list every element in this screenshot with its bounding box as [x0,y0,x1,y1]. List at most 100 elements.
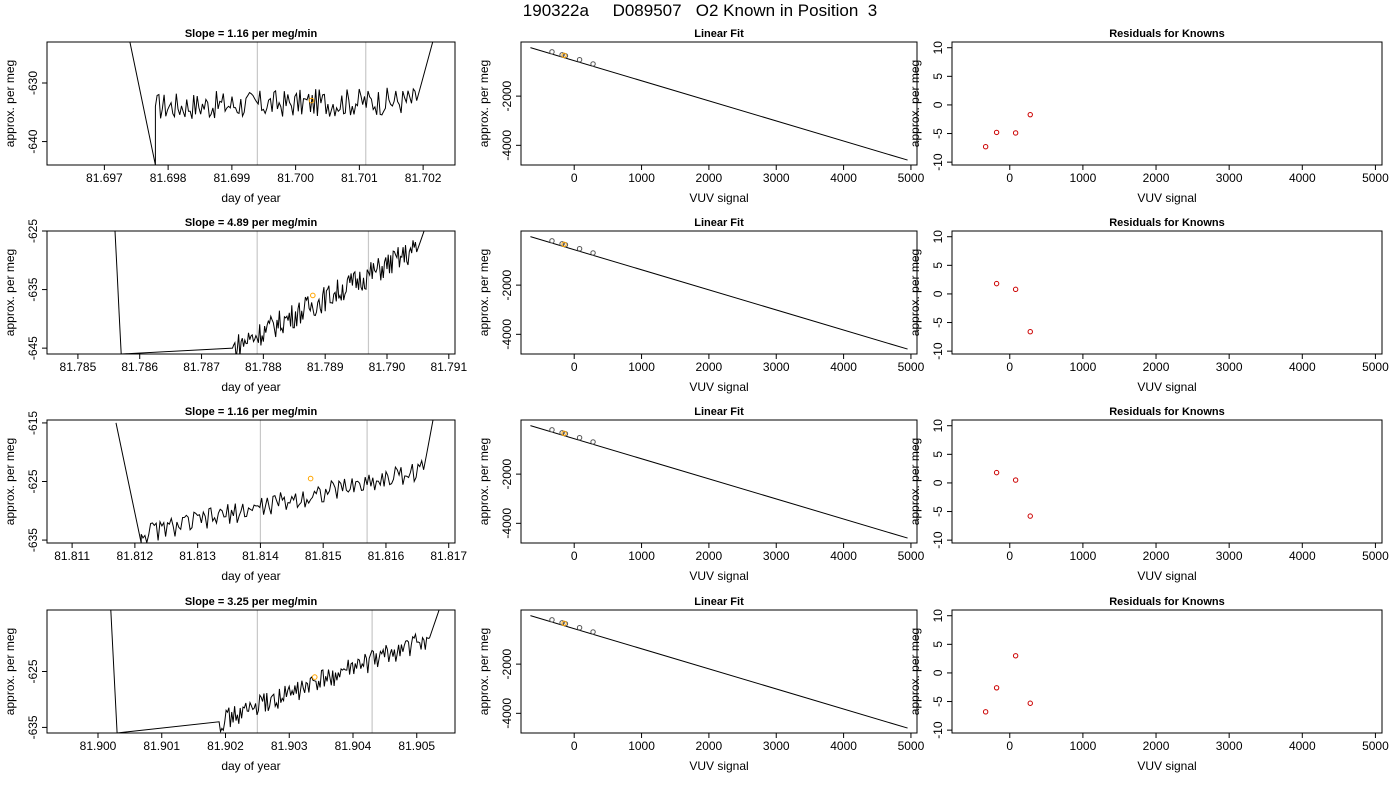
y-tick-label: -635 [26,528,40,552]
y-tick-label: -5 [931,696,945,707]
x-tick-label: 4000 [1289,360,1316,374]
x-tick-label: 5000 [898,739,925,753]
x-tick-label: 3000 [1216,171,1243,185]
plot-area [110,610,440,733]
residual-point [1012,286,1019,293]
x-tick-label: 81.812 [117,549,154,563]
x-tick-label: 0 [571,171,578,185]
x-axis-label: VUV signal [689,191,748,205]
x-tick-label: 2000 [1143,549,1170,563]
x-tick-label: 0 [571,549,578,563]
x-axis-label: day of year [221,759,280,773]
x-axis-label: VUV signal [689,759,748,773]
panel-4-1: Slope = 3.25 per meg/min 81.900 81.901 81.9… [3,596,456,773]
x-tick-label: 1000 [628,171,655,185]
panel-2-2: Linear Fit 0 1000 2000 3000 4000 5000 -4000 -200… [477,217,925,394]
x-axis-label: VUV signal [1137,759,1196,773]
fit-point [590,61,596,67]
y-tick-label: 0 [931,479,945,486]
x-tick-label: 0 [571,739,578,753]
y-tick-label: 10 [931,230,945,244]
panel-1-3: Residuals for Knowns 0 1000 2000 3000 4000 500… [908,28,1389,205]
plot-area [530,236,908,350]
residual-point [993,129,1000,136]
x-tick-label: 5000 [1362,549,1389,563]
plot-area [530,47,908,161]
x-tick-label: 1000 [628,360,655,374]
x-tick-label: 4000 [1289,549,1316,563]
plot-area [993,469,1033,519]
x-axis-label: day of year [221,380,280,394]
fit-line [530,425,908,539]
fit-line [530,236,908,350]
plot-area [993,280,1033,335]
x-tick-label: 5000 [898,171,925,185]
residual-point [1027,111,1033,118]
y-tick-label: -5 [931,506,945,517]
residual-point [982,709,989,715]
fit-point [549,427,555,433]
plot-frame [520,230,918,355]
x-tick-label: 81.789 [307,360,344,374]
y-tick-label: -625 [26,219,40,243]
fit-point [590,629,596,635]
panel-title: Residuals for Knowns [1109,28,1225,40]
panel-title: Slope = 4.89 per meg/min [185,217,318,229]
x-tick-label: 2000 [1143,360,1170,374]
x-tick-label: 5000 [898,360,925,374]
y-tick-label: -4000 [500,319,514,350]
y-tick-label: 5 [931,73,945,80]
plot-frame [520,419,918,544]
residual-point [993,280,1000,287]
plot-frame [951,419,1383,544]
plot-area [982,653,1033,715]
known-marker [561,620,567,626]
x-tick-label: 81.787 [183,360,220,374]
y-tick-label: -10 [931,531,945,549]
plot-area [114,231,425,354]
fit-line [530,615,908,729]
x-tick-label: 4000 [830,549,857,563]
fit-point [576,57,583,63]
known-marker [561,430,567,436]
panel-title: Slope = 1.16 per meg/min [185,406,318,418]
residual-point [993,469,1000,476]
y-tick-label: -630 [26,71,40,95]
residual-point [1027,700,1033,706]
y-tick-label: 0 [931,669,945,676]
y-tick-label: -10 [931,153,945,171]
fit-point [576,246,583,252]
y-tick-label: 5 [931,262,945,269]
x-tick-label: 81.791 [430,360,467,374]
panel-3-2: Linear Fit 0 1000 2000 3000 4000 5000 -4000 -200… [477,406,925,583]
y-axis-label: approx. per meg [908,628,922,715]
x-tick-label: 81.816 [368,549,405,563]
plot-frame [46,230,456,355]
y-tick-label: -4000 [500,698,514,729]
panel-title: Slope = 3.25 per meg/min [185,596,318,608]
panel-3-1: Slope = 1.16 per meg/min 81.811 81.812 81.8… [3,406,467,583]
x-tick-label: 2000 [696,549,723,563]
x-axis-label: VUV signal [1137,191,1196,205]
plot-area [115,420,434,543]
y-axis-label: approx. per meg [3,438,17,525]
y-tick-label: -4000 [500,508,514,539]
x-tick-label: 2000 [1143,739,1170,753]
y-axis-label: approx. per meg [908,249,922,336]
x-tick-label: 81.817 [430,549,467,563]
fit-point [549,238,555,244]
plot-area [129,42,434,165]
x-tick-label: 81.702 [405,171,442,185]
x-tick-label: 4000 [830,171,857,185]
x-tick-label: 81.785 [60,360,97,374]
x-tick-label: 81.701 [341,171,378,185]
x-tick-label: 81.786 [121,360,158,374]
x-tick-label: 81.902 [207,739,244,753]
series-trace [110,610,440,733]
x-tick-label: 4000 [830,739,857,753]
series-trace [115,420,434,543]
panel-title: Slope = 1.16 per meg/min [185,28,318,40]
x-tick-label: 0 [1006,171,1013,185]
residual-point [982,143,989,150]
